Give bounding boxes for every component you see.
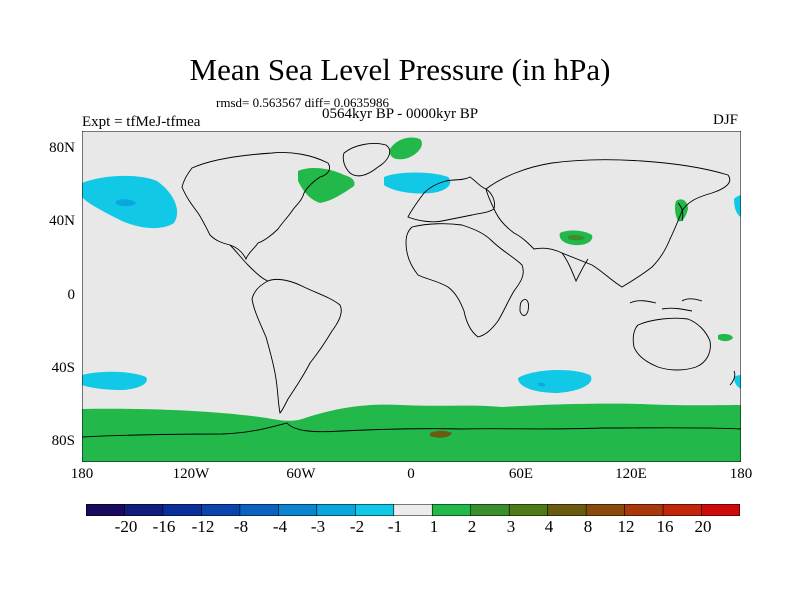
colorbar-label-1: 1 [429, 517, 439, 536]
coastline-madagascar [519, 299, 529, 316]
coastline-south-america [251, 278, 342, 414]
south-atlantic-east-edge-negative [734, 375, 741, 389]
y-tick-40s: 40S [51, 360, 75, 376]
coastline-new-zealand [729, 370, 736, 386]
season-label: DJF [713, 112, 739, 128]
colorbar-label-neg20: -20 [114, 517, 138, 536]
colorbar-label-neg1: -1 [387, 517, 403, 536]
colorbar-swatch [431, 504, 472, 516]
labrador-positive [298, 168, 355, 203]
x-tick-180e: 180 [729, 466, 753, 482]
colorbar-swatch [547, 504, 587, 516]
chart-title: Mean Sea Level Pressure (in hPa) [189, 52, 611, 87]
tibet-positive-core [568, 234, 585, 241]
coastline-central-america [229, 244, 269, 282]
coastline-north-america [181, 152, 331, 261]
colorbar-swatch [162, 504, 203, 516]
colorbar-label-20: 20 [694, 517, 712, 536]
x-tick-180w: 180 [70, 466, 94, 482]
greenland-sea-positive [389, 137, 422, 160]
coastline-asia [485, 159, 731, 288]
x-tick-60e: 60E [508, 466, 534, 482]
y-tick-equator: 0 [67, 287, 76, 303]
y-tick-80n: 80N [49, 140, 75, 156]
north-atlantic-negative [384, 172, 451, 194]
colorbar-label-neg8: -8 [233, 517, 249, 536]
coastline-australia [632, 317, 711, 371]
colorbar-label-neg12: -12 [191, 517, 215, 536]
colorbar-swatch [124, 504, 164, 516]
colorbar-swatch [393, 504, 434, 516]
rmsd-diff-stats: rmsd= 0.563567 diff= 0.0635986 [216, 95, 389, 110]
coastline-antarctica [82, 422, 741, 438]
colorbar-label-neg3: -3 [310, 517, 326, 536]
colorbar-label-12: 12 [617, 517, 635, 536]
colorbar-swatch [585, 504, 626, 516]
coastlines [82, 142, 741, 438]
colorbar-swatch [662, 504, 703, 516]
colorbar-swatch [701, 504, 740, 516]
coastline-india [561, 252, 589, 283]
x-tick-60w: 60W [286, 466, 316, 482]
coastline-africa [405, 223, 524, 338]
pacific-east-edge-negative [734, 195, 741, 217]
colorbar-swatch [470, 504, 510, 516]
coastline-indonesia [629, 298, 703, 312]
colorbar-label-8: 8 [583, 517, 593, 536]
antarctic-positive-patch [430, 430, 452, 438]
pressure-map [82, 131, 741, 462]
colorbar-label-neg16: -16 [152, 517, 176, 536]
colorbar-label-4: 4 [544, 517, 554, 536]
colorbar-swatch [278, 504, 318, 516]
colorbar-swatch [624, 504, 664, 516]
south-indian-negative-core [538, 382, 546, 387]
period-label: 0564kyr BP - 0000kyr BP [322, 106, 479, 122]
coastline-japan [677, 202, 684, 222]
x-tick-0: 0 [407, 466, 415, 482]
y-tick-40n: 40N [49, 213, 75, 229]
colorbar-label-neg4: -4 [272, 517, 288, 536]
south-pacific-negative [82, 371, 147, 390]
southern-ocean-positive-band [82, 403, 741, 462]
colorbar-swatch [86, 504, 126, 516]
colorbar-label-neg2: -2 [349, 517, 365, 536]
y-tick-80s: 80S [51, 433, 75, 449]
south-indian-negative [518, 369, 592, 393]
colorbar-swatch [508, 504, 549, 516]
colorbar [86, 504, 740, 516]
japan-positive [674, 199, 688, 222]
colorbar-label-2: 2 [467, 517, 477, 536]
colorbar-swatch [354, 504, 395, 516]
x-tick-120e: 120E [615, 466, 647, 482]
colorbar-swatch [239, 504, 280, 516]
colorbar-swatch [316, 504, 357, 516]
colorbar-swatch [201, 504, 241, 516]
x-tick-120w: 120W [172, 466, 210, 482]
colorbar-label-3: 3 [506, 517, 516, 536]
colorbar-label-16: 16 [656, 517, 674, 536]
north-pacific-negative-core [116, 199, 136, 207]
australia-east-positive [718, 334, 733, 342]
experiment-label: Expt = tfMeJ-tfmea [82, 114, 201, 130]
coastline-greenland [342, 142, 391, 177]
anomaly-fields [82, 137, 741, 462]
